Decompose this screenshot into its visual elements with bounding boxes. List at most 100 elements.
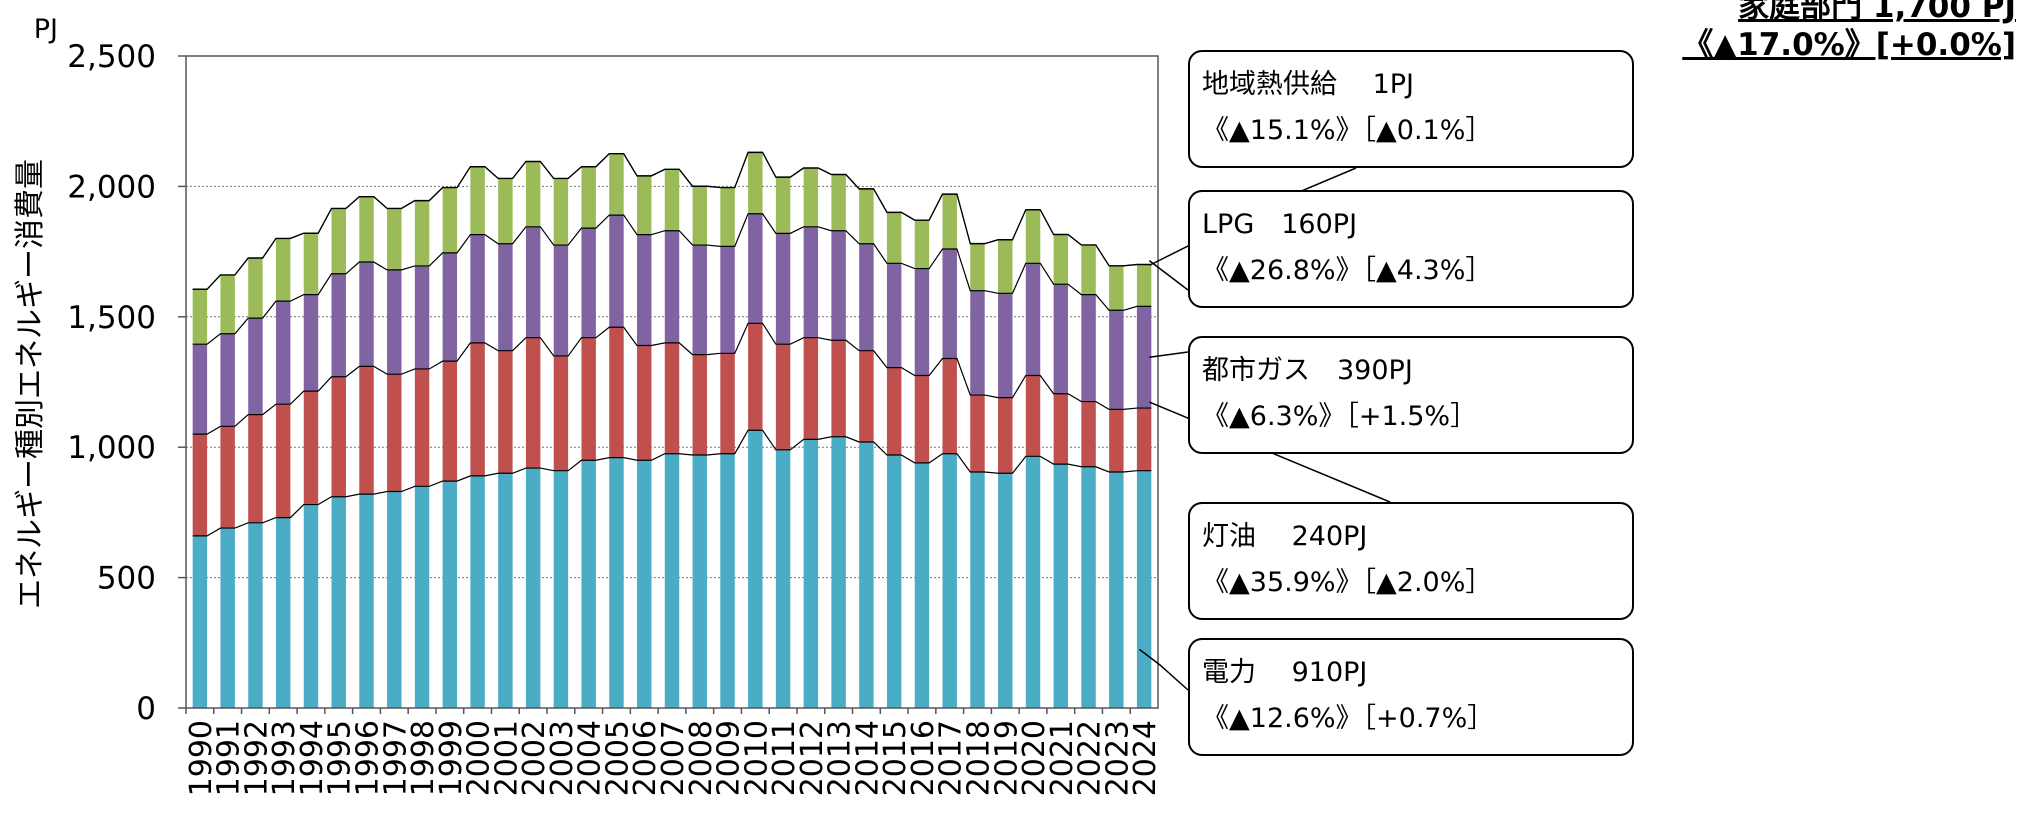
bar-segment bbox=[637, 234, 652, 346]
bar-segment bbox=[248, 258, 263, 319]
bar-segment bbox=[303, 504, 319, 708]
x-tick-label: 2015 bbox=[878, 720, 913, 796]
bar-segment bbox=[192, 289, 208, 345]
callout-change: 《▲12.6%》［+0.7%］ bbox=[1202, 703, 1495, 734]
bar-segment bbox=[470, 166, 485, 235]
bar-segment bbox=[831, 436, 846, 708]
x-tick-label: 1999 bbox=[434, 720, 469, 796]
bar-segment bbox=[1109, 409, 1124, 472]
bar-segment bbox=[525, 337, 541, 469]
x-tick-label: 2019 bbox=[989, 720, 1024, 796]
bar-segment bbox=[359, 196, 374, 263]
callout-electricity: 電力 910PJ 《▲12.6%》［+0.7%］ bbox=[1188, 638, 1634, 756]
bar-segment bbox=[831, 174, 846, 231]
bar-segment bbox=[1053, 464, 1069, 708]
bar-segment bbox=[581, 460, 596, 708]
y-tick-label: 1,000 bbox=[67, 430, 156, 466]
bar-segment bbox=[1053, 284, 1069, 394]
bar-segment bbox=[275, 404, 291, 518]
series-connector bbox=[192, 151, 1152, 290]
bar-segment bbox=[998, 293, 1013, 398]
bar-segment bbox=[720, 246, 735, 354]
x-tick-label: 2022 bbox=[1073, 720, 1108, 796]
bar-segment bbox=[442, 187, 458, 253]
x-tick-label: 2024 bbox=[1128, 720, 1163, 796]
y-axis: 0 500 1,000 1,500 2,000 2,500 bbox=[67, 39, 186, 727]
bar-segment bbox=[359, 262, 374, 367]
x-tick-label: 2020 bbox=[1017, 720, 1052, 796]
bar-segment bbox=[609, 327, 624, 458]
bar-segment bbox=[942, 453, 957, 708]
bar-segment bbox=[664, 169, 680, 231]
callout-leader bbox=[1149, 351, 1189, 358]
bar-segment bbox=[525, 468, 541, 708]
bar-segment bbox=[220, 333, 235, 427]
bar-segment bbox=[414, 200, 430, 266]
bar-segment bbox=[192, 434, 208, 536]
bar-segment bbox=[1109, 471, 1124, 708]
bar-segment bbox=[498, 243, 513, 351]
bar-segment bbox=[692, 455, 707, 708]
summary-change: 《▲17.0%》[+0.0%] bbox=[1682, 27, 2016, 63]
bar-segment bbox=[692, 245, 707, 355]
x-tick-label: 1993 bbox=[267, 720, 302, 796]
bar-segment bbox=[414, 265, 430, 369]
bar-segment bbox=[553, 178, 569, 246]
y-tick-label: 500 bbox=[97, 561, 156, 597]
bar-segment bbox=[886, 212, 902, 264]
bar-segment bbox=[831, 340, 846, 437]
bar-segment bbox=[387, 208, 402, 270]
bar-segment bbox=[414, 486, 430, 708]
bar-segment bbox=[775, 233, 791, 345]
bar-segment bbox=[664, 230, 680, 343]
callout-change: 《▲6.3%》［+1.5%］ bbox=[1202, 401, 1478, 432]
plot-frame bbox=[185, 55, 1159, 709]
x-tick-label: 1992 bbox=[239, 720, 274, 796]
bar-segment bbox=[803, 226, 819, 338]
x-tick-label: 2002 bbox=[517, 720, 552, 796]
x-tick-label: 2017 bbox=[934, 720, 969, 796]
bar-segment bbox=[803, 337, 819, 440]
bar-segment bbox=[442, 481, 458, 708]
callout-district-heat: 地域熱供給 1PJ 《▲15.1%》［▲0.1%］ bbox=[1188, 50, 1634, 168]
unit-label: PJ bbox=[34, 14, 58, 45]
bar-segment bbox=[387, 374, 402, 492]
bar-segment bbox=[692, 186, 707, 246]
callout-city-gas: 都市ガス 390PJ 《▲6.3%》［+1.5%］ bbox=[1188, 336, 1634, 454]
bar-segment bbox=[442, 252, 458, 362]
series-connector-lines bbox=[192, 151, 1152, 537]
bar-segment bbox=[331, 208, 346, 274]
bar-segment bbox=[886, 455, 902, 708]
bar-segment bbox=[914, 268, 930, 376]
bar-segment bbox=[248, 414, 263, 523]
bar-segment bbox=[553, 355, 569, 471]
bar-segment bbox=[498, 473, 513, 708]
bar-segment bbox=[1053, 234, 1069, 285]
callout-leader bbox=[1148, 260, 1189, 291]
bar-segment bbox=[1081, 466, 1096, 708]
bar-segment bbox=[859, 441, 874, 708]
bar-segment bbox=[748, 152, 763, 214]
callout-title: 地域熱供給 1PJ bbox=[1202, 69, 1415, 100]
bar-segment bbox=[331, 273, 346, 377]
bar-segment bbox=[1025, 263, 1041, 376]
bar-segment bbox=[970, 243, 985, 291]
bar-segment bbox=[1136, 408, 1152, 471]
bar-segment bbox=[664, 453, 680, 708]
bar-segment bbox=[553, 245, 569, 356]
bar-segment bbox=[859, 350, 874, 442]
x-tick-label: 2004 bbox=[573, 720, 608, 796]
x-tick-label: 2009 bbox=[712, 720, 747, 796]
summary-header: 家庭部門 1,700 PJ 《▲17.0%》[+0.0%] bbox=[1682, 0, 2016, 64]
x-tick-label: 2010 bbox=[739, 720, 774, 796]
callout-title: 灯油 240PJ bbox=[1202, 521, 1368, 552]
bar-segment bbox=[1053, 393, 1069, 465]
bar-segment bbox=[387, 269, 402, 375]
bar-segment bbox=[803, 439, 819, 708]
bar-segment bbox=[192, 344, 208, 435]
bar-segment bbox=[553, 470, 569, 708]
x-tick-label: 2005 bbox=[600, 720, 635, 796]
bar-segment bbox=[942, 358, 957, 454]
bar-segment bbox=[998, 473, 1013, 708]
